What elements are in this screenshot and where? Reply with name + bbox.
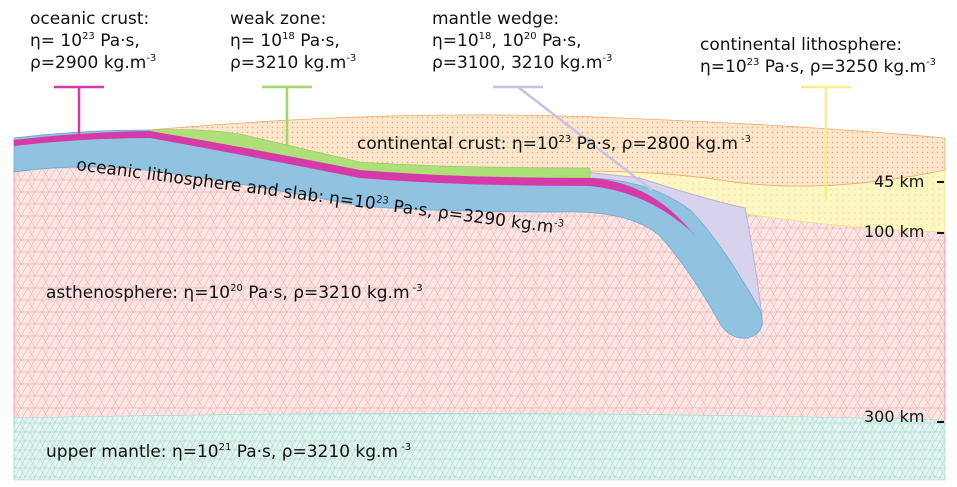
upper-mantle-label: upper mantle: η=1021 Pa·s, ρ=3210 kg.m -…: [46, 442, 412, 462]
oceanic-crust-band: [14, 131, 696, 236]
weak-zone-label: weak zone: η= 1018 Pa·s, ρ=3210 kg.m-3: [230, 9, 357, 73]
depth-ticks: [937, 181, 944, 423]
mantle-wedge-leader: [493, 85, 653, 191]
continental-lithosphere-label: continental lithosphere: η=1023 Pa·s, ρ=…: [700, 35, 937, 77]
weak-zone-leader: [262, 85, 312, 147]
depth-label-45km: 45 km: [874, 172, 925, 191]
oceanic-crust-label: oceanic crust: η= 1023 Pa·s, ρ=2900 kg.m…: [30, 9, 157, 73]
continental-crust-label: continental crust: η=1023 Pa·s, ρ=2800 k…: [357, 134, 752, 154]
depth-label-100km: 100 km: [864, 222, 925, 241]
depth-label-300km: 300 km: [864, 407, 925, 426]
asthenosphere-label: asthenosphere: η=1020 Pa·s, ρ=3210 kg.m …: [46, 283, 423, 303]
oceanic-crust-leader: [54, 85, 104, 136]
upper-mantle-region: [13, 413, 946, 481]
mantle-wedge-label: mantle wedge: η=1018, 1020 Pa·s, ρ=3100,…: [432, 9, 613, 73]
continental-lithosphere-leader: [801, 85, 851, 200]
